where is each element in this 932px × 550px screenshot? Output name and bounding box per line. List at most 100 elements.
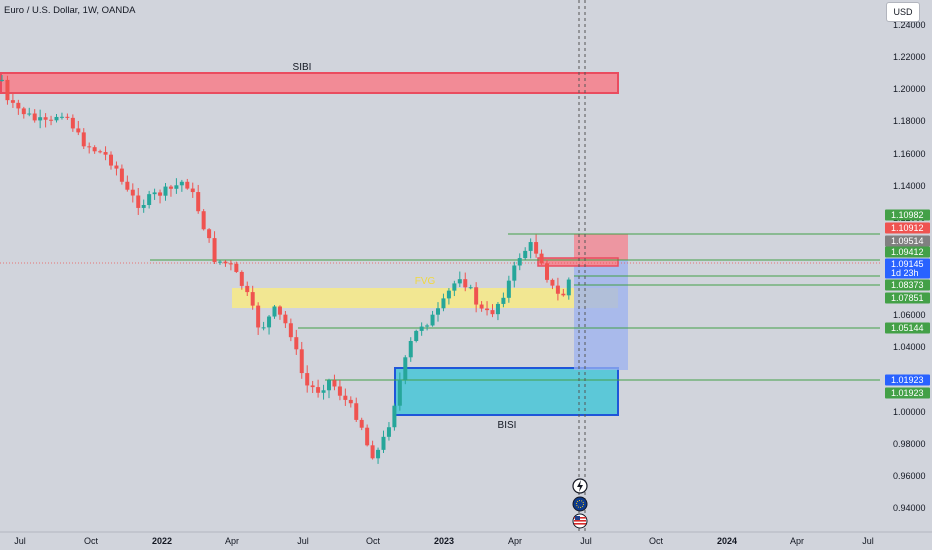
candle[interactable] — [267, 316, 272, 328]
candle[interactable] — [212, 238, 217, 262]
candle[interactable] — [283, 314, 288, 324]
candle[interactable] — [446, 290, 451, 299]
candle[interactable] — [539, 253, 544, 264]
candle[interactable] — [566, 279, 571, 296]
candle[interactable] — [528, 242, 533, 251]
candle[interactable] — [479, 304, 484, 309]
candle[interactable] — [158, 192, 163, 196]
time-axis[interactable]: Jul Oct 2022 Apr Jul Oct 2023 Apr Jul Oct 2024 Apr J… — [14, 536, 874, 546]
candle[interactable] — [555, 285, 560, 294]
candle[interactable] — [196, 192, 201, 212]
candle[interactable] — [463, 279, 468, 288]
candle[interactable] — [256, 305, 261, 328]
candle[interactable] — [490, 310, 495, 315]
candle[interactable] — [32, 113, 37, 121]
candle[interactable] — [168, 186, 173, 189]
price-axis[interactable]: 1.24000 1.22000 1.20000 1.18000 1.16000 1.140… — [893, 20, 926, 513]
candle[interactable] — [109, 154, 113, 166]
candle[interactable] — [523, 250, 528, 259]
candle[interactable] — [98, 151, 103, 153]
candle[interactable] — [381, 436, 386, 450]
candle[interactable] — [234, 263, 239, 272]
candle[interactable] — [386, 427, 391, 437]
candle[interactable] — [408, 341, 413, 358]
candle[interactable] — [337, 386, 342, 396]
candle[interactable] — [316, 387, 321, 393]
candle[interactable] — [332, 380, 337, 387]
candle[interactable] — [376, 449, 381, 459]
candle[interactable] — [163, 186, 168, 196]
candle[interactable] — [321, 390, 326, 393]
candle[interactable] — [441, 298, 446, 309]
candle[interactable] — [228, 263, 233, 265]
candle[interactable] — [354, 403, 359, 420]
candle[interactable] — [425, 325, 430, 327]
candle[interactable] — [277, 306, 282, 315]
candle[interactable] — [0, 79, 4, 81]
candle[interactable] — [27, 113, 32, 115]
candle[interactable] — [457, 279, 462, 284]
candle[interactable] — [436, 308, 440, 315]
candle[interactable] — [370, 445, 375, 459]
candle[interactable] — [76, 128, 81, 133]
candle[interactable] — [136, 195, 141, 208]
candles[interactable] — [0, 74, 571, 464]
candle[interactable] — [474, 287, 479, 305]
candle[interactable] — [517, 258, 522, 266]
candle[interactable] — [534, 242, 539, 254]
candle[interactable] — [545, 263, 549, 280]
candle[interactable] — [119, 168, 124, 182]
candle[interactable] — [343, 395, 348, 400]
candle[interactable] — [207, 229, 212, 239]
candle[interactable] — [147, 194, 152, 206]
candle[interactable] — [201, 211, 206, 230]
candle[interactable] — [310, 385, 315, 388]
candle[interactable] — [223, 261, 228, 264]
candle[interactable] — [261, 327, 266, 329]
fvg-zone[interactable] — [232, 288, 618, 308]
candle[interactable] — [152, 192, 157, 195]
candle[interactable] — [81, 132, 86, 147]
candle[interactable] — [452, 283, 457, 291]
candle[interactable] — [299, 349, 304, 374]
candle[interactable] — [550, 279, 555, 286]
candle[interactable] — [501, 297, 506, 304]
candle[interactable] — [245, 285, 250, 293]
candle[interactable] — [561, 293, 566, 296]
candle[interactable] — [305, 373, 310, 386]
candle[interactable] — [130, 189, 135, 196]
candle[interactable] — [59, 116, 64, 118]
candle[interactable] — [485, 308, 490, 311]
candle[interactable] — [218, 261, 222, 263]
candle[interactable] — [512, 265, 517, 281]
lightning-icon[interactable] — [572, 478, 588, 494]
candle[interactable] — [294, 337, 299, 350]
candle[interactable] — [70, 117, 75, 129]
candle[interactable] — [403, 357, 408, 380]
candle[interactable] — [468, 287, 473, 289]
stop-zone[interactable] — [574, 260, 628, 370]
candle[interactable] — [495, 303, 500, 315]
candle[interactable] — [506, 280, 511, 298]
candle[interactable] — [103, 152, 108, 155]
candle[interactable] — [125, 181, 130, 190]
candle[interactable] — [239, 271, 244, 286]
candle[interactable] — [49, 119, 54, 121]
candle[interactable] — [392, 405, 397, 428]
candle[interactable] — [16, 102, 21, 109]
candle[interactable] — [272, 306, 277, 317]
candle[interactable] — [190, 188, 195, 193]
small-order-block[interactable] — [537, 257, 619, 267]
candle[interactable] — [327, 380, 331, 391]
candle[interactable] — [141, 205, 146, 208]
candle[interactable] — [365, 427, 370, 446]
eu-flag-icon[interactable] — [572, 496, 588, 512]
candle[interactable] — [174, 185, 179, 189]
candle[interactable] — [179, 181, 184, 186]
us-flag-icon[interactable] — [572, 513, 588, 529]
candle[interactable] — [185, 181, 190, 189]
candle[interactable] — [38, 117, 43, 121]
candle[interactable] — [419, 326, 424, 331]
candle[interactable] — [397, 379, 402, 406]
